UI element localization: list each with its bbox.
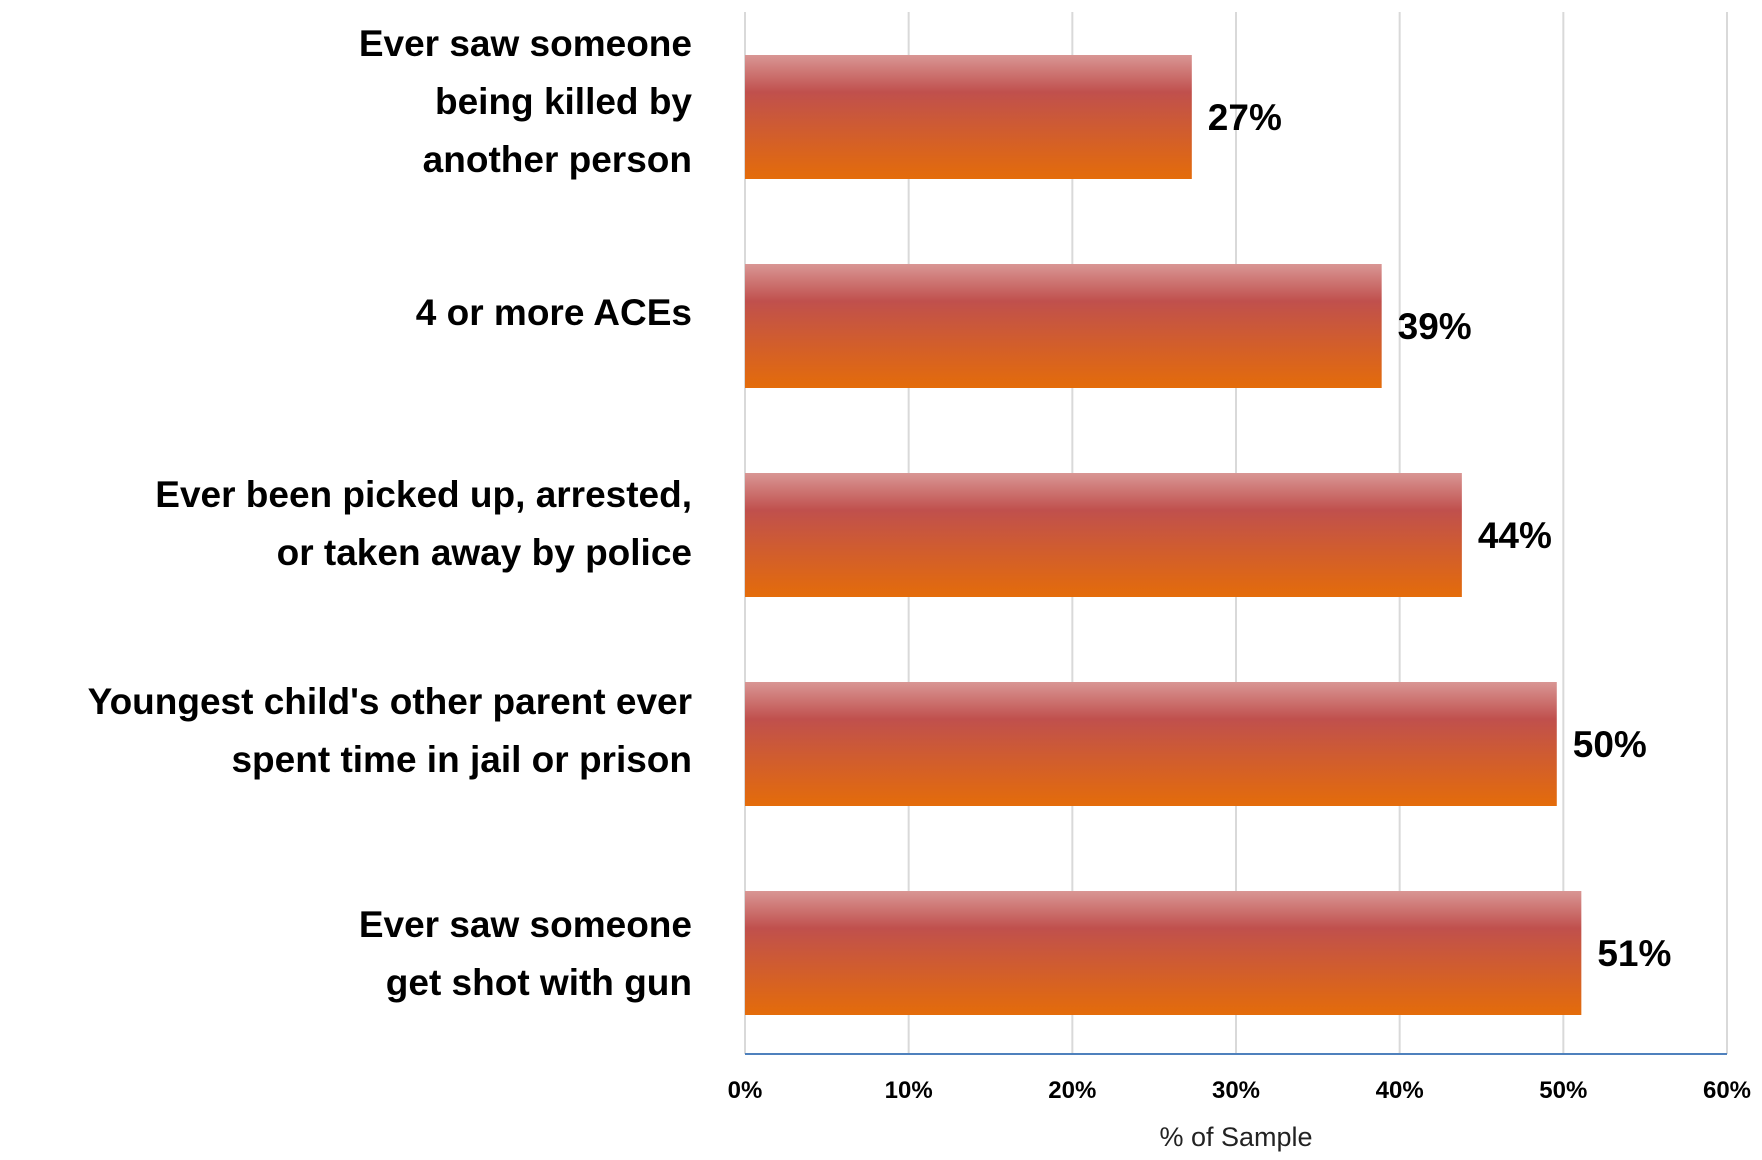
category-label-line: being killed by [435, 81, 692, 122]
category-label-line: Ever saw someone [359, 904, 692, 945]
x-tick-label: 10% [885, 1077, 933, 1104]
x-axis-title: % of Sample [1159, 1122, 1312, 1152]
x-tick-label: 30% [1212, 1077, 1260, 1104]
x-tick-label: 20% [1048, 1077, 1096, 1104]
category-label: Ever been picked up, arrested, or taken a… [155, 474, 692, 573]
bar [745, 473, 1462, 597]
category-label-line: spent time in jail or prison [231, 739, 692, 780]
category-label: Ever saw someone being killed by another p… [359, 23, 693, 180]
x-tick-label: 60% [1703, 1077, 1751, 1104]
category-label-line: Ever been picked up, arrested, [155, 474, 692, 515]
bar [745, 891, 1582, 1015]
x-tick-label: 40% [1376, 1077, 1424, 1104]
category-label-line: get shot with gun [386, 962, 692, 1003]
data-label: 44% [1478, 515, 1552, 556]
data-label: 51% [1597, 933, 1671, 974]
category-label-line: 4 or more ACEs [416, 292, 692, 333]
data-label: 39% [1398, 306, 1472, 347]
data-label: 27% [1208, 97, 1282, 138]
x-tick-label: 0% [728, 1077, 763, 1104]
category-label: Ever saw someone get shot with gun [359, 904, 692, 1003]
x-tick-labels: 0% 10% 20% 30% 40% 50% 60% [728, 1077, 1751, 1104]
data-label: 50% [1573, 724, 1647, 765]
x-tick-label: 50% [1539, 1077, 1587, 1104]
category-label-line: or taken away by police [277, 532, 692, 573]
category-label-line: Youngest child's other parent ever [88, 681, 692, 722]
category-labels: Ever saw someone being killed by another p… [88, 23, 693, 1003]
category-label: 4 or more ACEs [416, 292, 692, 333]
bar [745, 682, 1557, 806]
data-labels: 27% 39% 44% 50% 51% [1208, 97, 1672, 974]
bar [745, 55, 1192, 179]
category-label-line: another person [423, 139, 692, 180]
bar [745, 264, 1382, 388]
category-label: Youngest child's other parent ever spent … [88, 681, 692, 780]
category-label-line: Ever saw someone [359, 23, 692, 64]
bars [745, 55, 1582, 1015]
